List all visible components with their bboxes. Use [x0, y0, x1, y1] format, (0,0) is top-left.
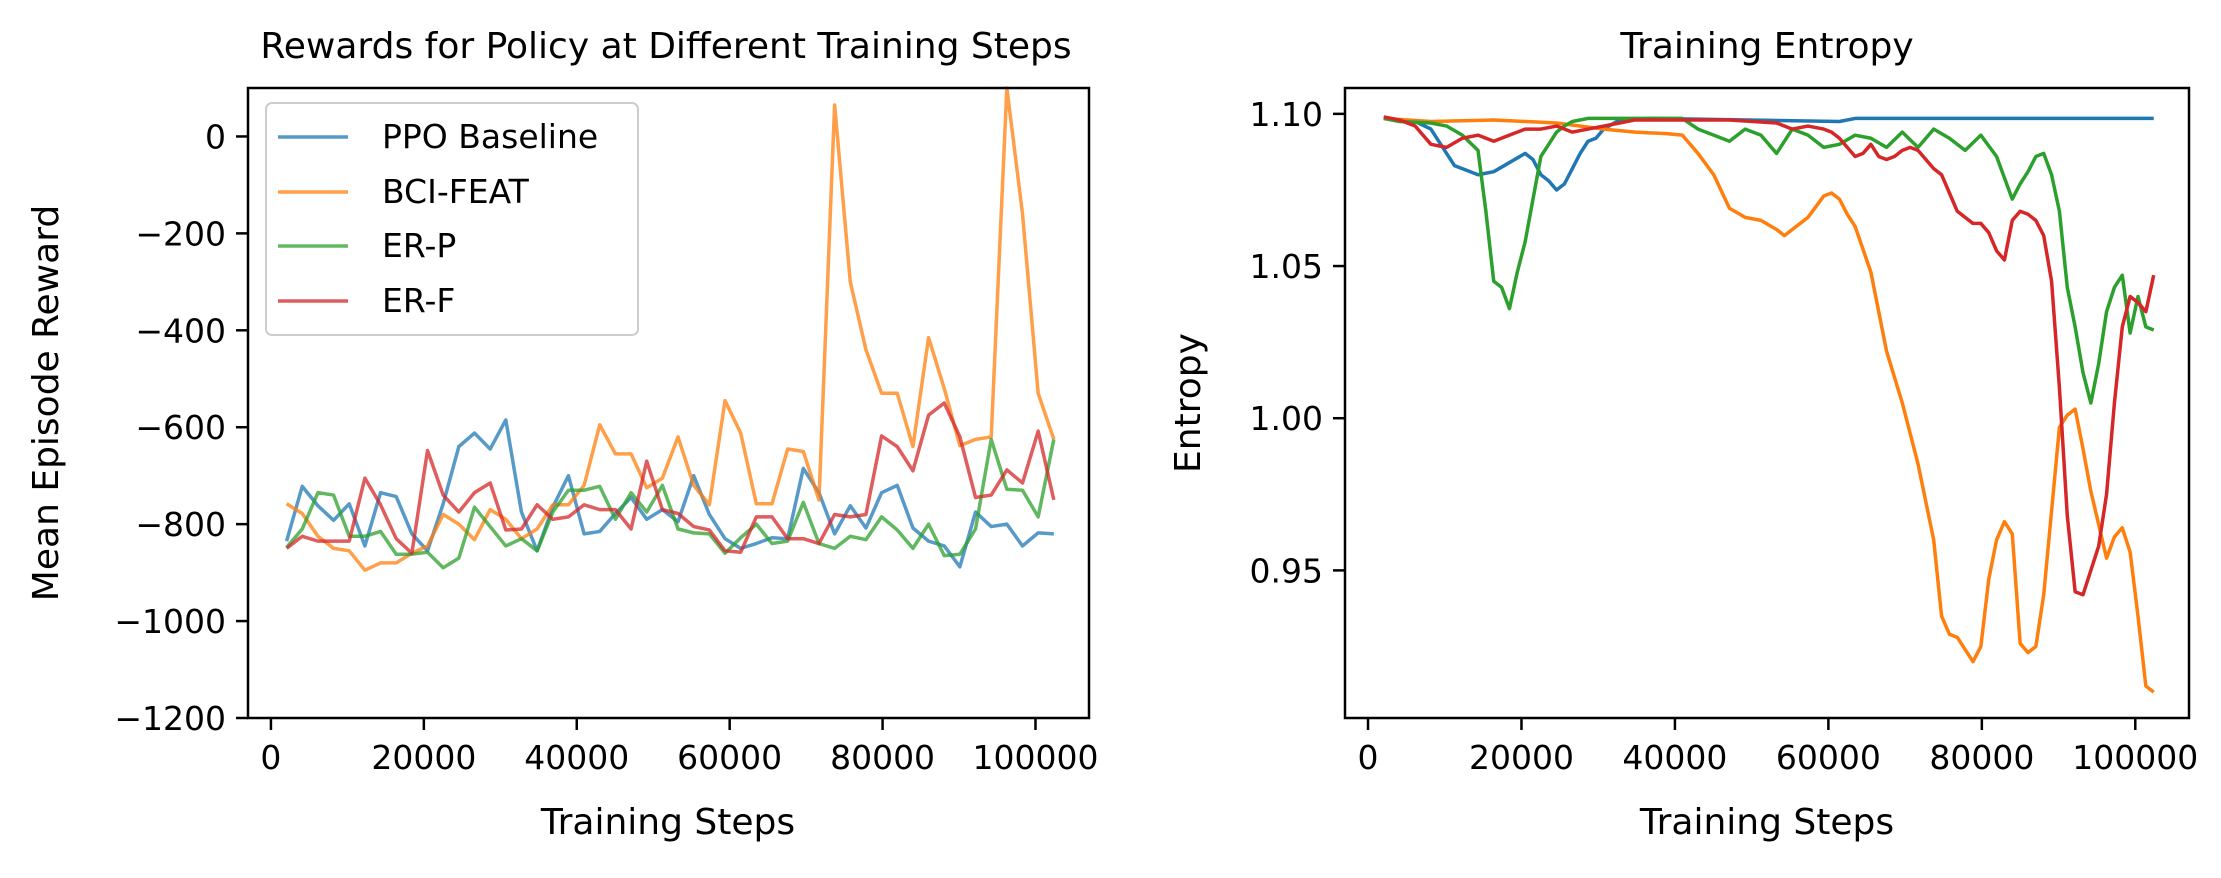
reward-chart: Rewards for Policy at Different Training…	[26, 26, 1098, 843]
series-line-erf	[285, 401, 1056, 555]
entropy-chart-plot-frame	[1343, 86, 2191, 720]
y-tick-label: −400	[135, 311, 226, 350]
entropy-chart-y-ticks: 0.95 1.00 1.05 1.10	[1250, 95, 1345, 590]
entropy-chart-series-group	[1383, 115, 2156, 694]
legend-label-er-f: ER-F	[382, 281, 455, 320]
x-tick-label: 100000	[2072, 738, 2198, 777]
legend-label-er-p: ER-P	[382, 226, 456, 265]
series-line-erp	[285, 437, 1056, 570]
series-line-erf	[1383, 115, 2156, 597]
reward-chart-y-label: Mean Episode Reward	[26, 205, 67, 601]
series-line-bci	[1383, 116, 2155, 694]
y-tick-label: 1.00	[1250, 399, 1323, 438]
x-tick-label: 20000	[1469, 738, 1574, 777]
x-tick-label: 20000	[371, 738, 476, 777]
reward-chart-x-label: Training Steps	[540, 802, 795, 843]
y-tick-label: −600	[135, 408, 226, 447]
entropy-chart: Training Entropy 0 20000 40000 60000 80000 10…	[1168, 26, 2198, 843]
entropy-chart-x-ticks: 0 20000 40000 60000 80000 100000	[1358, 718, 2198, 777]
y-tick-label: 0.95	[1250, 551, 1323, 590]
x-tick-label: 60000	[1776, 738, 1881, 777]
reward-chart-series-group	[284, 86, 1056, 572]
legend-frame	[265, 102, 639, 336]
x-tick-label: 40000	[524, 738, 629, 777]
x-tick-label: 100000	[972, 738, 1098, 777]
legend-label-ppo: PPO Baseline	[382, 117, 598, 156]
reward-chart-x-ticks: 0 20000 40000 60000 80000 100000	[260, 718, 1098, 777]
y-tick-label: 0	[205, 117, 226, 156]
y-tick-label: 1.10	[1250, 95, 1323, 134]
series-line-bci	[285, 86, 1056, 572]
reward-chart-y-ticks: −1200 −1000 −800 −600 −400 −200 0	[114, 117, 248, 738]
reward-chart-plot-frame	[246, 86, 1091, 720]
x-tick-label: 0	[1358, 738, 1379, 777]
y-tick-label: −200	[135, 214, 226, 253]
series-line-erp	[1383, 116, 2155, 405]
x-tick-label: 0	[260, 738, 281, 777]
y-tick-label: −800	[135, 505, 226, 544]
y-tick-label: 1.05	[1250, 247, 1323, 286]
reward-chart-title: Rewards for Policy at Different Training…	[260, 26, 1071, 67]
reward-chart-legend: PPO Baseline BCI-FEAT ER-P ER-F	[265, 102, 639, 336]
x-tick-label: 80000	[1929, 738, 2034, 777]
y-tick-label: −1000	[114, 602, 226, 641]
entropy-chart-y-label: Entropy	[1168, 333, 1209, 473]
entropy-chart-x-label: Training Steps	[1639, 802, 1894, 843]
x-tick-label: 40000	[1622, 738, 1727, 777]
x-tick-label: 60000	[677, 738, 782, 777]
x-tick-label: 80000	[830, 738, 935, 777]
y-tick-label: −1200	[114, 699, 226, 738]
legend-label-bci-feat: BCI-FEAT	[382, 172, 530, 211]
entropy-chart-title: Training Entropy	[1619, 26, 1913, 67]
